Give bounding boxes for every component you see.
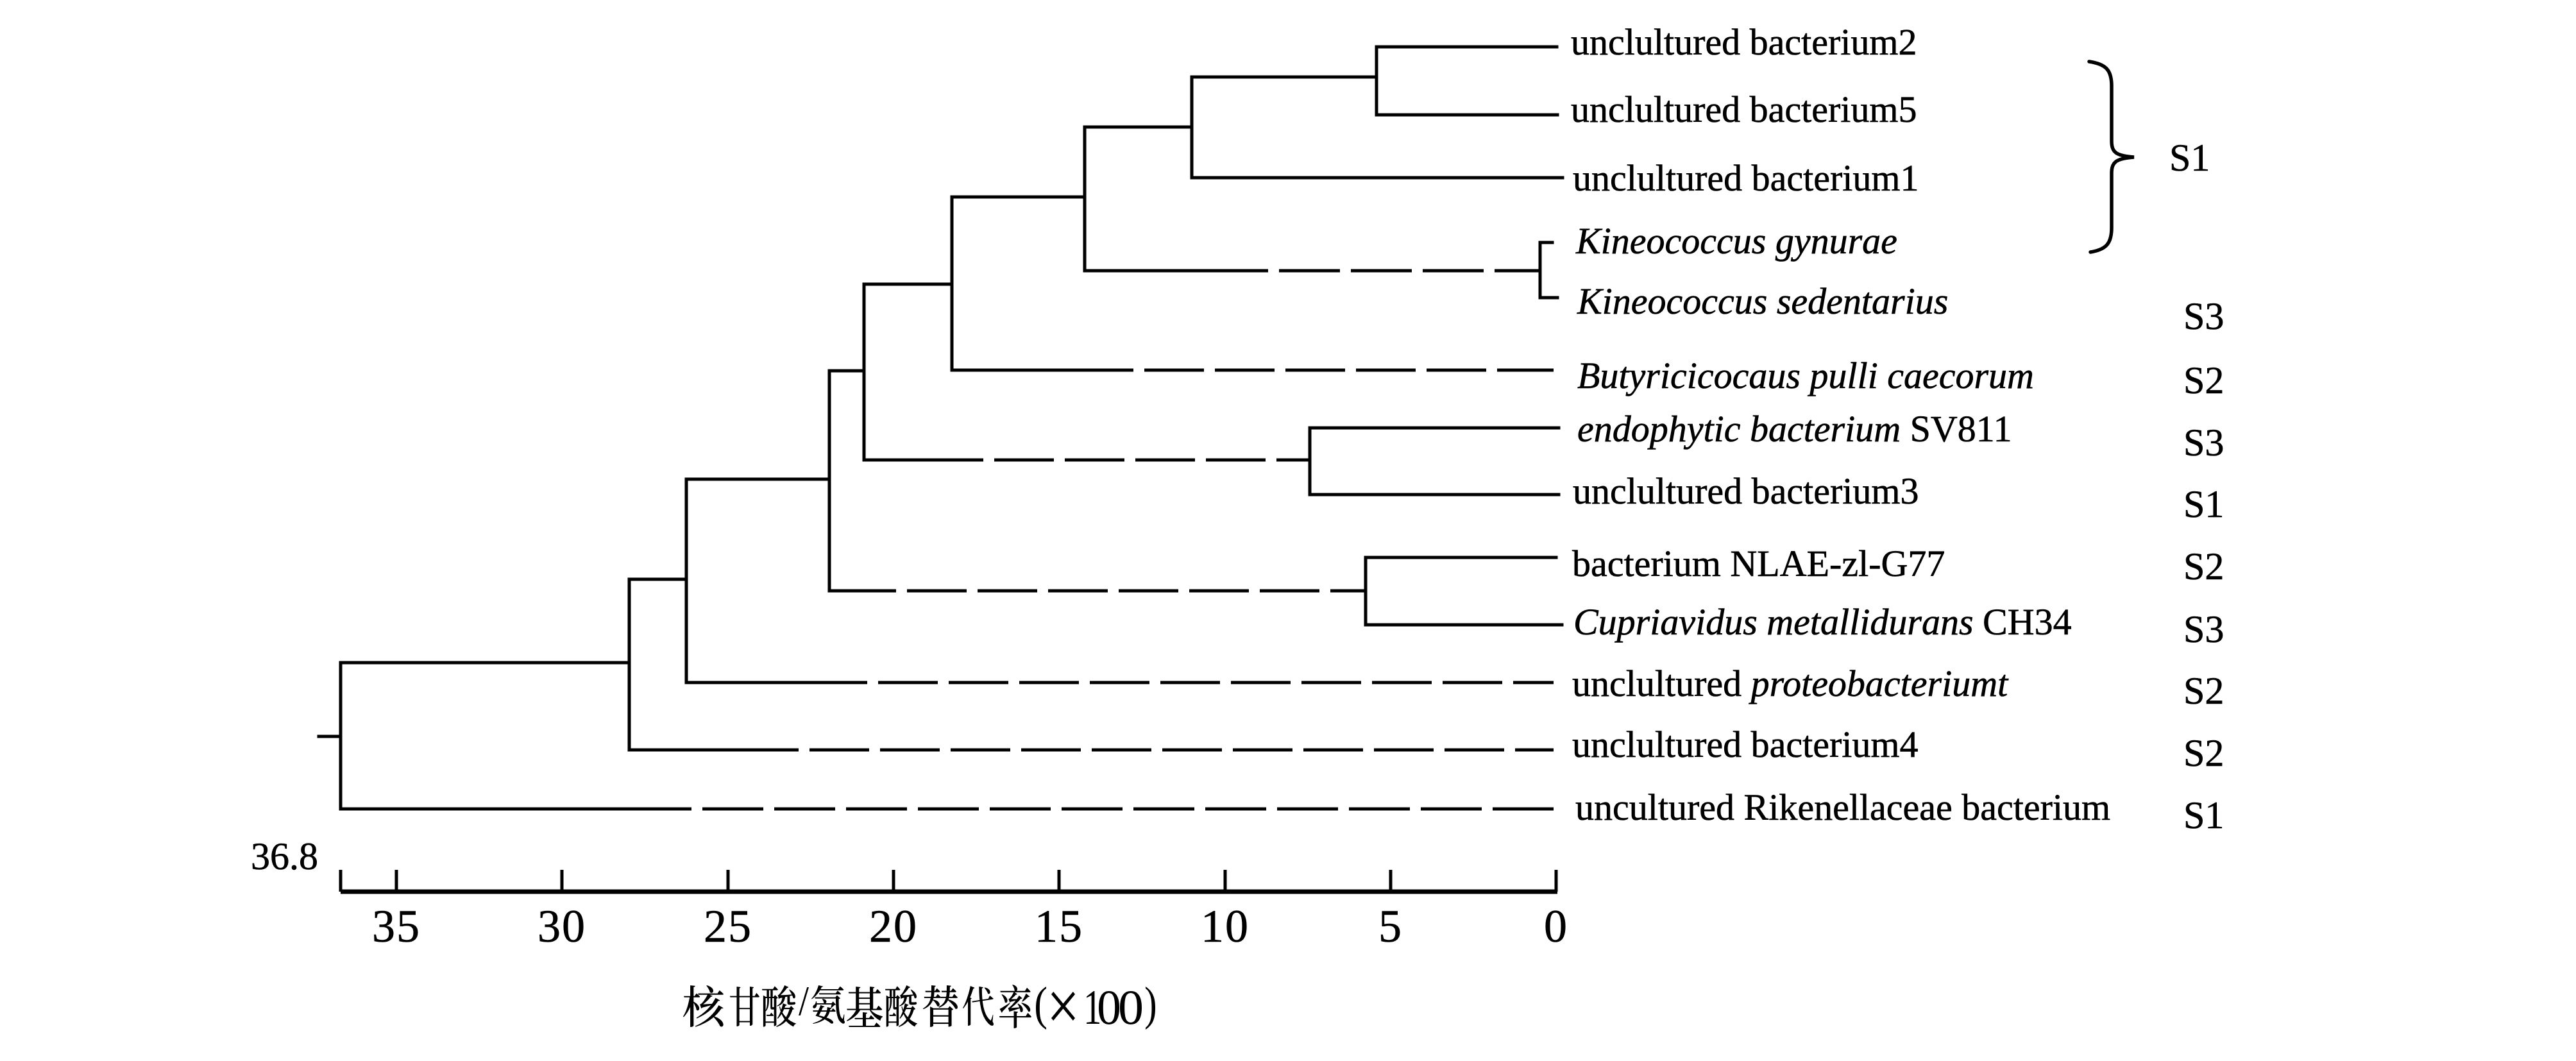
svg-text:36.8: 36.8 [251,835,318,878]
svg-text:endophytic bacterium SV811: endophytic bacterium SV811 [1577,408,2012,450]
svg-text:unclultured bacterium1: unclultured bacterium1 [1573,157,1919,199]
svg-text:unclultured bacterium2: unclultured bacterium2 [1571,21,1917,63]
svg-text:uncultured Rikenellaceae bacte: uncultured Rikenellaceae bacterium [1575,786,2110,828]
svg-text:0: 0 [1544,901,1568,952]
svg-text:5: 5 [1378,901,1403,952]
svg-text:10: 10 [1201,901,1250,952]
svg-text:S1: S1 [2183,794,2224,836]
svg-text:S1: S1 [2183,483,2224,525]
svg-text:S2: S2 [2183,732,2224,774]
svg-text:S1: S1 [2169,137,2210,179]
svg-text:20: 20 [869,901,918,952]
svg-text:S3: S3 [2183,608,2224,650]
svg-text:unclultured bacterium3: unclultured bacterium3 [1573,470,1919,512]
svg-text:15: 15 [1035,901,1083,952]
svg-text:unclultured bacterium4: unclultured bacterium4 [1572,724,1919,765]
svg-text:S2: S2 [2183,670,2224,712]
svg-text:unclultured proteobacteriumt: unclultured proteobacteriumt [1572,663,2009,704]
svg-text:Cupriavidus metallidurans CH34: Cupriavidus metallidurans CH34 [1573,601,2072,643]
svg-text:35: 35 [372,901,421,952]
svg-text:30: 30 [538,901,586,952]
svg-text:bacterium NLAE-zl-G77: bacterium NLAE-zl-G77 [1572,543,1945,584]
svg-text:S2: S2 [2183,359,2224,402]
svg-text:S3: S3 [2183,421,2224,464]
svg-text:25: 25 [704,901,752,952]
svg-text:unclultured bacterium5: unclultured bacterium5 [1571,89,1917,130]
svg-text:Butyricicocaus pulli caecorum: Butyricicocaus pulli caecorum [1577,355,2034,396]
svg-text:S3: S3 [2183,295,2224,337]
svg-text:Kineococcus gynurae: Kineococcus gynurae [1575,220,1897,262]
svg-text:S2: S2 [2183,545,2224,588]
svg-text:Kineococcus sedentarius: Kineococcus sedentarius [1577,280,1948,322]
